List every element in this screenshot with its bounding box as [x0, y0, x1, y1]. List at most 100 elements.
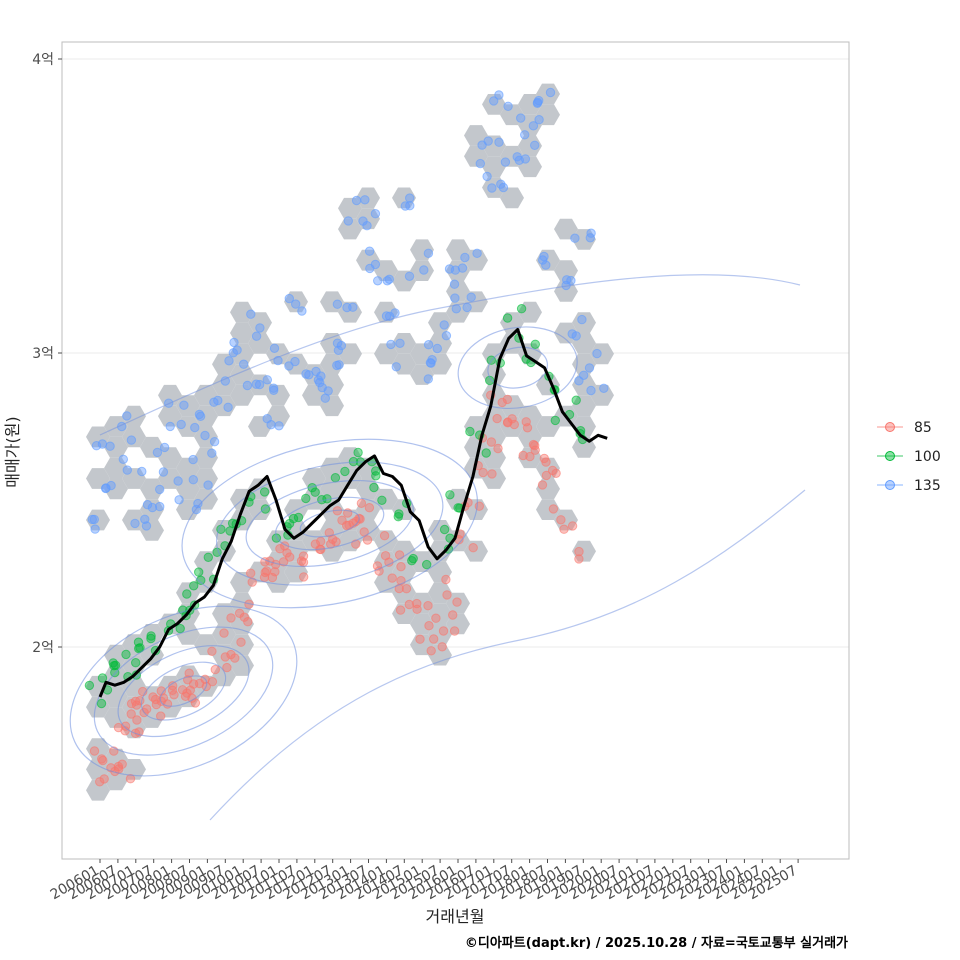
data-point-135 — [297, 306, 307, 316]
data-point-85 — [415, 634, 425, 644]
data-point-135 — [487, 183, 497, 193]
data-point-85 — [492, 413, 502, 424]
data-point-135 — [200, 430, 210, 441]
hexbin-cell — [86, 696, 110, 718]
data-point-100 — [394, 509, 404, 519]
data-point-85 — [551, 468, 561, 478]
density-contour — [215, 461, 444, 586]
data-point-85 — [387, 573, 397, 583]
hexbin-cell — [572, 540, 596, 562]
data-point-100 — [146, 633, 156, 644]
hexbin-cell — [428, 644, 452, 666]
hexbin-cell — [428, 353, 452, 375]
hexbin-cell — [446, 281, 470, 302]
data-point-135 — [255, 323, 265, 333]
data-point-135 — [405, 193, 415, 203]
data-point-135 — [223, 402, 233, 412]
data-point-85 — [518, 450, 528, 461]
data-point-85 — [404, 599, 414, 610]
hexbin-cell — [176, 457, 200, 479]
data-point-85 — [574, 546, 584, 557]
data-point-100 — [439, 524, 450, 535]
data-point-135 — [193, 498, 203, 509]
hexbin-cell — [230, 655, 254, 676]
hexbin-cell — [302, 468, 326, 489]
data-point-135 — [450, 293, 460, 303]
hexbin-cell — [158, 405, 182, 427]
data-point-85 — [442, 590, 452, 600]
hexbin-cell — [104, 478, 128, 500]
data-point-135 — [498, 182, 509, 193]
data-point-85 — [429, 634, 439, 644]
data-point-100 — [377, 495, 387, 505]
trend-line — [98, 328, 608, 698]
hexbin-cell — [356, 208, 380, 230]
data-point-85 — [132, 715, 142, 725]
legend: 85 100 135 — [877, 420, 941, 494]
data-point-135 — [460, 252, 470, 263]
hexbin-cell — [212, 624, 236, 645]
density-contour — [299, 509, 360, 538]
data-point-85 — [530, 445, 540, 455]
data-point-85 — [184, 668, 194, 678]
data-point-85 — [130, 696, 141, 706]
data-point-85 — [267, 572, 278, 583]
hexbin-cell — [572, 395, 596, 417]
data-point-135 — [188, 454, 198, 465]
data-point-135 — [232, 345, 242, 355]
data-point-135 — [466, 292, 476, 302]
legend-key-point — [885, 480, 895, 490]
data-point-85 — [559, 524, 569, 534]
data-point-85 — [539, 453, 549, 464]
data-point-135 — [441, 331, 452, 341]
y-axis-title: 매매가(원) — [3, 416, 22, 487]
data-point-135 — [520, 130, 530, 140]
data-point-135 — [520, 154, 531, 164]
plot-panel-border — [61, 41, 850, 860]
data-point-135 — [332, 360, 342, 371]
density-contour — [275, 496, 385, 551]
data-point-135 — [155, 501, 165, 512]
data-point-85 — [452, 597, 462, 607]
data-point-135 — [203, 480, 213, 490]
hexbin-cell — [590, 343, 614, 365]
data-point-135 — [351, 195, 362, 206]
data-point-135 — [266, 420, 276, 430]
data-point-85 — [449, 626, 460, 636]
data-point-135 — [475, 158, 485, 169]
data-point-135 — [503, 101, 513, 112]
legend-key-point — [885, 422, 895, 432]
data-point-135 — [100, 483, 111, 494]
data-point-135 — [534, 95, 544, 106]
hexbin-cell — [446, 592, 470, 614]
data-point-135 — [541, 260, 551, 270]
y-tick-label: 3억 — [32, 346, 54, 362]
data-point-135 — [404, 271, 415, 281]
hexbin-cell — [482, 426, 506, 448]
hexbin-cell — [356, 457, 380, 479]
data-point-100 — [288, 513, 299, 524]
hexbin-cell — [104, 769, 128, 791]
density-contour — [209, 489, 806, 821]
data-point-100 — [301, 493, 311, 504]
data-point-85 — [486, 437, 497, 447]
data-point-135 — [105, 441, 115, 451]
hexbin-cell — [518, 447, 542, 469]
data-point-135 — [207, 448, 217, 458]
hexbin-cell — [536, 83, 560, 105]
hexbin-cell — [518, 135, 542, 157]
data-point-135 — [311, 366, 321, 377]
data-point-135 — [173, 476, 183, 486]
data-point-85 — [426, 646, 436, 656]
data-point-135 — [386, 339, 396, 350]
data-point-85 — [395, 605, 406, 615]
data-point-135 — [242, 380, 253, 391]
hexbin-cell — [248, 416, 272, 437]
data-point-135 — [395, 338, 405, 348]
density-contour — [99, 274, 801, 436]
hexbin-cell — [428, 582, 452, 604]
hexbin-cell — [266, 384, 290, 406]
data-point-100 — [203, 552, 214, 562]
data-point-100 — [571, 395, 581, 405]
